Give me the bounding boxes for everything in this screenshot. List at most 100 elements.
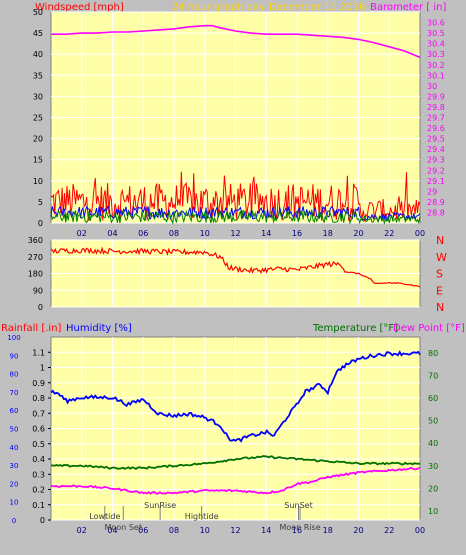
- windspeed-tick-label: 35: [33, 71, 43, 80]
- x-tick-label: 04: [107, 526, 117, 535]
- series-line: [50, 350, 421, 443]
- x-tick-label: 22: [384, 229, 394, 238]
- rainfall-tick-label: 1.1: [32, 348, 45, 357]
- rainfall-tick-label: 0.2: [32, 486, 45, 495]
- x-tick-label: 08: [169, 229, 179, 238]
- direction-tick-label: 0: [38, 303, 43, 312]
- windspeed-tick-label: 5: [38, 198, 43, 207]
- wind-direction-line: [50, 246, 421, 288]
- compass-label: N: [436, 234, 444, 247]
- windspeed-tick-label: 20: [33, 135, 43, 144]
- x-tick-label: 02: [77, 526, 87, 535]
- annotation-label: SunRise: [144, 501, 176, 510]
- humidity-tick-label: 30: [10, 462, 19, 470]
- x-tick-label: 22: [384, 526, 394, 535]
- barometer-tick-label: 29.9: [427, 92, 445, 101]
- direction-tick-label: 360: [28, 236, 43, 245]
- barometer-tick-label: 29.8: [427, 103, 445, 112]
- barometer-line: [51, 24, 421, 59]
- temperature-tick-label: 60: [428, 394, 438, 403]
- temperature-tick-label: 50: [428, 417, 438, 426]
- compass-label: E: [436, 284, 443, 297]
- barometer-tick-label: 30.5: [427, 29, 445, 38]
- x-tick-label: 06: [138, 526, 148, 535]
- barometer-tick-label: 29: [427, 187, 437, 196]
- series-line: [50, 455, 421, 470]
- humidity-tick-label: 80: [10, 371, 19, 379]
- annotation-label: Moon Set: [105, 523, 142, 532]
- annotation-label: Lowtide: [89, 512, 120, 521]
- barometer-tick-label: 30: [427, 82, 437, 91]
- humidity-tick-label: 60: [10, 407, 19, 415]
- x-tick-label: 20: [353, 229, 363, 238]
- humidity-tick-label: 50: [10, 426, 19, 434]
- barometer-tick-label: 28.9: [427, 198, 445, 207]
- x-tick-label: 12: [230, 229, 240, 238]
- humidity-axis-label: Humidity [%]: [66, 323, 132, 334]
- x-tick-label: 18: [323, 526, 333, 535]
- windspeed-tick-label: 50: [33, 8, 43, 17]
- barometer-axis-label: Barometer [ in]: [370, 2, 446, 13]
- x-tick-label: 12: [230, 526, 240, 535]
- rainfall-tick-label: 0.7: [32, 409, 45, 418]
- barometer-tick-label: 29.4: [427, 145, 445, 154]
- x-tick-label: 14: [261, 526, 271, 535]
- x-tick-label: 00: [415, 526, 425, 535]
- x-tick-label: 18: [323, 229, 333, 238]
- rainfall-tick-label: 0.8: [32, 394, 45, 403]
- event-annotations: Lowtide Moon Set SunRise Hightide SunSet Moon…: [89, 501, 320, 532]
- barometer-tick-label: 29.3: [427, 156, 445, 165]
- humidity-tick-label: 40: [10, 444, 19, 452]
- annotation-label: Moon Rise: [279, 523, 320, 532]
- barometer-tick-label: 30.1: [427, 71, 445, 80]
- rainfall-tick-label: 0.1: [32, 501, 45, 510]
- graph-title: 24 hour graph day: [172, 2, 265, 13]
- windspeed-tick-label: 40: [33, 50, 43, 59]
- dewpoint-axis-label: Dew Point [°F]: [393, 323, 465, 334]
- temperature-tick-label: 10: [428, 507, 438, 516]
- rainfall-axis-label: Rainfall [.in]: [1, 323, 62, 334]
- temperature-tick-label: 70: [428, 371, 438, 380]
- wind-speed-line: [50, 208, 421, 225]
- annotation-label: Hightide: [185, 512, 219, 521]
- windspeed-tick-label: 25: [33, 114, 43, 123]
- humidity-tick-label: 10: [10, 499, 19, 507]
- rainfall-tick-label: 0.9: [32, 379, 45, 388]
- barometer-tick-label: 28.8: [427, 208, 445, 217]
- barometer-tick-label: 29.6: [427, 124, 445, 133]
- barometer-tick-label: 29.7: [427, 114, 445, 123]
- rainfall-tick-label: 0.6: [32, 425, 45, 434]
- direction-tick-label: 180: [28, 270, 43, 279]
- humidity-tick-label: 20: [10, 480, 19, 488]
- humidity-tick-label: 90: [10, 352, 19, 360]
- temperature-tick-label: 80: [428, 349, 438, 358]
- x-tick-label: 10: [200, 229, 210, 238]
- annotation-label: SunSet: [284, 501, 312, 510]
- x-tick-label: 06: [138, 229, 148, 238]
- x-tick-label: 08: [169, 526, 179, 535]
- windspeed-axis-label: Windspeed [mph]: [35, 2, 124, 13]
- x-tick-label: 16: [292, 526, 302, 535]
- windspeed-tick-label: 0: [38, 219, 43, 228]
- barometer-tick-label: 29.2: [427, 166, 445, 175]
- temperature-axis-label: Temperature [°F]: [312, 323, 398, 334]
- humidity-tick-label: 100: [7, 334, 20, 342]
- temperature-tick-label: 40: [428, 439, 438, 448]
- barometer-tick-label: 30.4: [427, 40, 445, 49]
- x-tick-label: 04: [107, 229, 117, 238]
- windspeed-tick-label: 45: [33, 29, 43, 38]
- x-tick-label: 20: [353, 526, 363, 535]
- compass-label: N: [436, 301, 444, 314]
- temperature-tick-label: 30: [428, 462, 438, 471]
- barometer-tick-label: 29.1: [427, 177, 445, 186]
- x-tick-label: 00: [415, 229, 425, 238]
- x-tick-label: 10: [200, 526, 210, 535]
- rainfall-tick-label: 0.3: [32, 470, 45, 479]
- barometer-tick-label: 30.3: [427, 50, 445, 59]
- barometer-tick-label: 30.2: [427, 61, 445, 70]
- rainfall-tick-label: 0: [40, 516, 45, 525]
- x-tick-label: 14: [261, 229, 271, 238]
